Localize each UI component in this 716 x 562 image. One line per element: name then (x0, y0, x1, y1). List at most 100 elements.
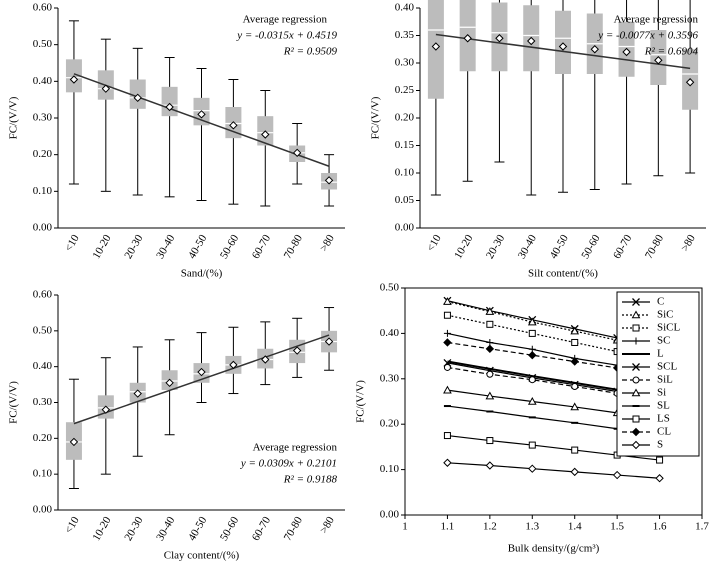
legend-marker (631, 427, 641, 437)
mean-marker (292, 148, 302, 158)
mean-marker (590, 45, 599, 54)
legend-box (616, 291, 700, 457)
x-tick-label: 50-60 (218, 514, 241, 543)
y-tick-label: 0.20 (380, 418, 400, 430)
y-tick-label: 0.00 (33, 504, 53, 516)
x-tick-label: 60-70 (250, 514, 273, 543)
x-tick-label: 70-80 (643, 232, 666, 261)
mean-marker (165, 378, 174, 387)
marker (528, 464, 537, 473)
x-axis-title: Clay content/(%) (164, 550, 240, 562)
y-tick-label: 0.30 (33, 112, 53, 124)
y-axis-title: FC/(V/V) (355, 380, 367, 423)
y-tick-label: 0.00 (395, 222, 415, 234)
annotation: y = -0.0315x + 0.4519 (236, 30, 337, 42)
regression-line (73, 73, 330, 167)
mean-marker (165, 102, 174, 112)
marker (443, 338, 452, 347)
x-tick-label: 1 (402, 521, 408, 533)
legend-marker (631, 440, 641, 450)
y-tick-label: 0.30 (395, 57, 415, 69)
marker (570, 402, 580, 411)
mean-marker (654, 56, 663, 65)
x-tick-label: 50-60 (218, 232, 241, 261)
legend-marker (632, 298, 640, 306)
mean-marker (133, 93, 142, 103)
legend-label: SiL (657, 374, 673, 386)
y-tick-label: 0.50 (380, 282, 400, 294)
mean-marker (622, 47, 631, 57)
x-tick-label: 20-30 (484, 232, 507, 261)
y-tick-label: 0.20 (33, 148, 53, 160)
mean-marker (495, 34, 504, 43)
x-tick-label: 20-30 (122, 232, 145, 261)
legend-label: SL (657, 400, 670, 412)
x-tick-label: >80 (318, 232, 337, 253)
annotation: R² = 0.9509 (283, 46, 338, 58)
x-tick-label: 30-40 (154, 232, 177, 261)
mean-marker (229, 360, 238, 370)
y-tick-label: 0.60 (33, 2, 53, 14)
legend-label: SCL (657, 361, 677, 373)
mean-marker (558, 42, 568, 51)
marker (528, 350, 537, 360)
y-tick-label: 0.40 (33, 75, 53, 87)
annotation: R² = 0.6904 (644, 46, 699, 58)
marker (571, 338, 579, 346)
y-axis-title: FC/(V/V) (8, 381, 20, 424)
x-tick-label: 40-50 (548, 232, 571, 261)
x-tick-label: 70-80 (282, 232, 305, 261)
marker (486, 320, 494, 328)
legend-marker (631, 388, 641, 397)
y-tick-label: 0.60 (33, 289, 53, 301)
x-tick-label: 10-20 (90, 232, 113, 261)
marker (443, 329, 451, 337)
marker (571, 446, 579, 454)
plot-frame (404, 287, 703, 516)
x-tick-label: 30-40 (154, 514, 177, 543)
marker (570, 357, 579, 366)
legend-label: CL (657, 426, 671, 438)
x-tick-label: 1.3 (525, 521, 539, 533)
y-tick-label: 0.30 (33, 396, 53, 408)
chart: 0.00 0.10 0.20 0.30 0.40 0.50 0.60 FC/(V/V) <10 1… (8, 289, 345, 562)
x-tick-label: 60-70 (250, 232, 273, 261)
mean-marker (133, 389, 142, 398)
legend-label: Si (657, 387, 666, 399)
y-tick-label: 0.10 (33, 468, 53, 480)
legend-label: SiC (657, 309, 674, 321)
marker (528, 376, 536, 384)
legend-marker (632, 415, 640, 423)
annotation: y = 0.0309x + 0.2101 (240, 458, 337, 470)
marker (570, 467, 579, 477)
legend-marker (632, 376, 640, 384)
mean-marker (229, 121, 238, 130)
annotation: Average regression (253, 442, 338, 454)
line (447, 462, 660, 479)
y-tick-label: 0.05 (395, 194, 415, 206)
mean-marker (527, 36, 536, 46)
x-tick-label: >80 (679, 232, 698, 253)
y-tick-label: 0.00 (33, 222, 53, 234)
legend-label: LS (657, 413, 670, 425)
legend-marker (632, 337, 640, 345)
marker (485, 391, 495, 400)
x-tick-label: <10 (63, 232, 82, 253)
y-axis-title: FC/(V/V) (8, 96, 20, 139)
y-tick-label: 0.50 (33, 38, 53, 50)
marker (443, 432, 451, 440)
marker (485, 344, 495, 354)
y-tick-label: 0.40 (395, 2, 415, 14)
x-tick-label: 50-60 (579, 232, 602, 261)
mean-marker (69, 75, 79, 84)
x-tick-label: 1.1 (441, 521, 455, 533)
mean-marker (197, 367, 206, 377)
marker (656, 456, 664, 464)
mean-marker (101, 84, 111, 93)
marker (443, 297, 452, 305)
marker (655, 474, 664, 483)
y-tick-label: 0.10 (380, 463, 400, 475)
box (161, 86, 178, 117)
legend-label: L (657, 348, 664, 360)
